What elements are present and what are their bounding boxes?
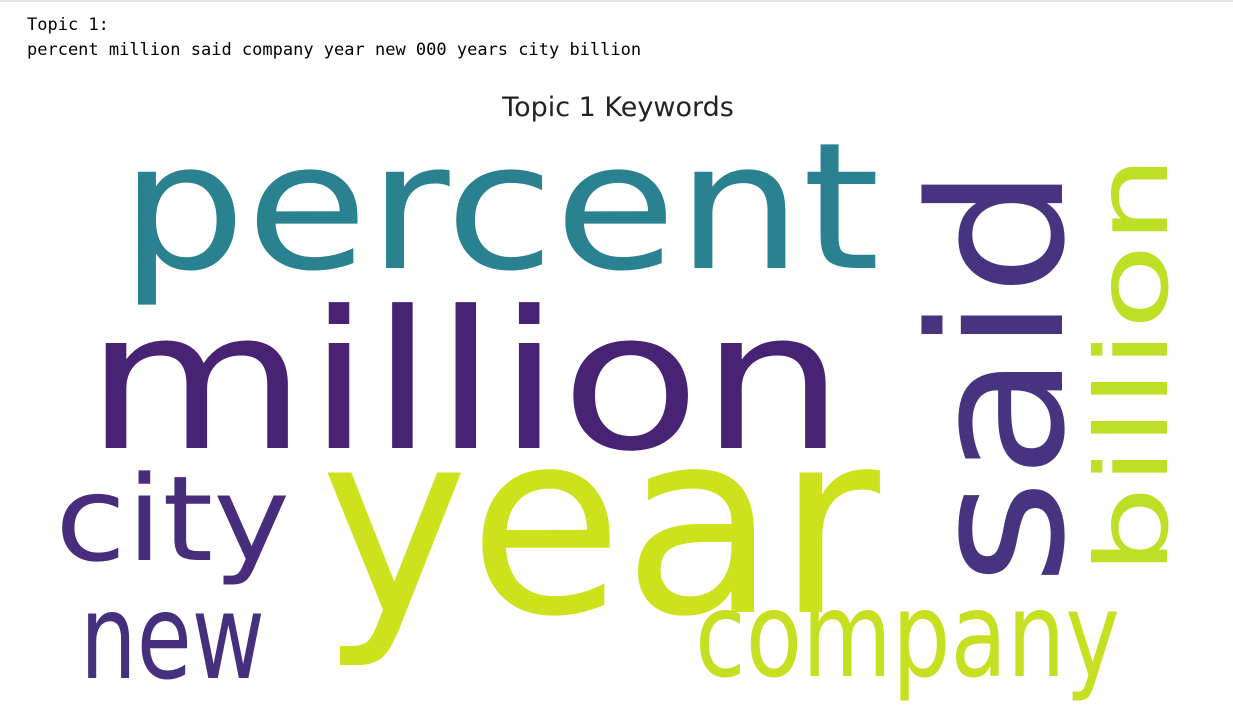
- cell-stdout: Topic 1: percent million said company ye…: [27, 13, 641, 63]
- cell-divider: [0, 0, 1233, 2]
- figure-title: Topic 1 Keywords: [501, 92, 734, 123]
- word-percent: percent: [120, 105, 880, 310]
- word-said: said: [890, 166, 1106, 586]
- word-company: company: [695, 566, 1120, 704]
- word-billion: billion: [1074, 155, 1191, 575]
- word-million: million: [85, 271, 845, 494]
- word-new: new: [80, 568, 265, 706]
- topic-terms: percent million said company year new 00…: [27, 40, 642, 60]
- wordcloud-figure: Topic 1 Keywords percent million year sa…: [0, 80, 1233, 706]
- word-year: year: [320, 376, 880, 673]
- wordcloud-canvas: Topic 1 Keywords percent million year sa…: [55, 92, 1191, 706]
- topic-header: Topic 1:: [27, 15, 109, 35]
- word-city: city: [55, 450, 290, 588]
